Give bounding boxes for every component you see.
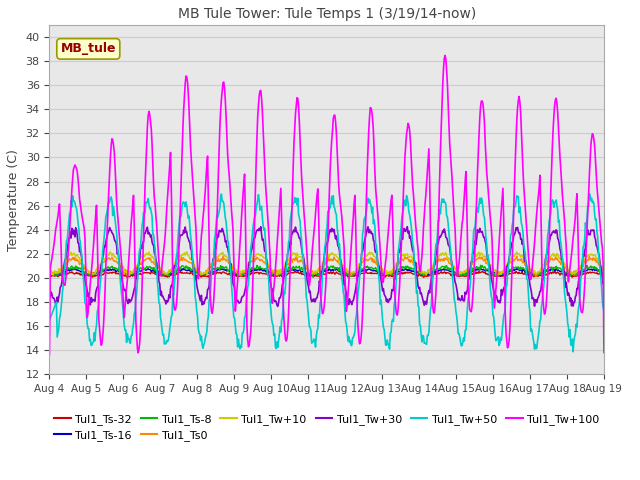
Legend: Tul1_Ts-32, Tul1_Ts-16, Tul1_Ts-8, Tul1_Ts0, Tul1_Tw+10, Tul1_Tw+30, Tul1_Tw+50,: Tul1_Ts-32, Tul1_Ts-16, Tul1_Ts-8, Tul1_…: [49, 409, 604, 446]
Text: MB_tule: MB_tule: [61, 42, 116, 55]
Y-axis label: Temperature (C): Temperature (C): [7, 149, 20, 251]
Title: MB Tule Tower: Tule Temps 1 (3/19/14-now): MB Tule Tower: Tule Temps 1 (3/19/14-now…: [177, 7, 476, 21]
